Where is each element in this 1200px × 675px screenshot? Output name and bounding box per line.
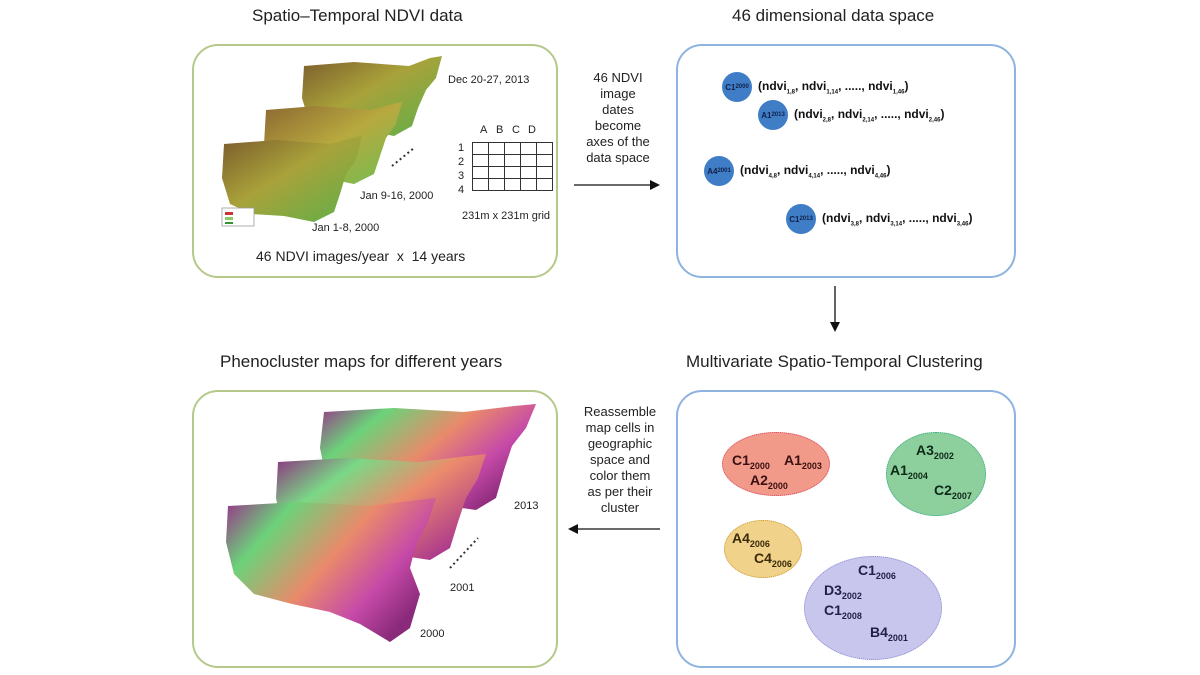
phenocluster-map-2000 <box>226 498 436 642</box>
map-year-2000: 2000 <box>420 628 445 640</box>
grid-col-d: D <box>528 124 536 136</box>
grid-row-1: 1 <box>458 142 465 154</box>
cluster-red <box>722 432 830 496</box>
grid-col-b: B <box>496 124 504 136</box>
cluster-purple-label-1: C12006 <box>858 562 896 581</box>
ndvi-footer: 46 NDVI images/year x 14 years <box>256 248 466 264</box>
grid-row-2: 2 <box>458 156 465 168</box>
data-point-row: A1 2013 (ndvi2,8, ndvi2,14, ....., ndvi2,… <box>758 100 944 130</box>
date-label-jan9: Jan 9-16, 2000 <box>360 190 434 202</box>
cluster-purple-label-3: C12008 <box>824 602 862 621</box>
arrow-right <box>574 180 660 190</box>
pixel-grid <box>472 142 553 191</box>
ellipsis-line <box>449 537 479 569</box>
ellipsis-line <box>391 147 415 167</box>
phenocluster-map-stack <box>226 404 536 642</box>
grid-col-a: A <box>480 124 488 136</box>
date-label-jan1: Jan 1-8, 2000 <box>312 222 380 234</box>
map-year-2013: 2013 <box>514 500 539 512</box>
cluster-purple <box>804 556 942 660</box>
arrow-down <box>830 286 840 332</box>
data-point-row: C1 2013 (ndvi3,8, ndvi3,14, ....., ndvi3,… <box>786 204 972 234</box>
title-ndvi-data: Spatio–Temporal NDVI data <box>252 6 463 25</box>
cluster-green-label-1: A32002 <box>916 442 954 461</box>
data-point-dot: C1 2013 <box>786 204 816 234</box>
date-label-2013: Dec 20-27, 2013 <box>448 74 530 86</box>
data-point-dot: A4 2001 <box>704 156 734 186</box>
grid-row-4: 4 <box>458 184 465 196</box>
title-clustering: Multivariate Spatio-Temporal Clustering <box>686 352 983 371</box>
grid-col-c: C <box>512 124 520 136</box>
cluster-purple-label-2: D32002 <box>824 582 862 601</box>
cluster-yellow-label-1: A42006 <box>732 530 770 549</box>
grid-caption: 231m x 231m grid <box>462 210 551 222</box>
data-point-dot: C1 2000 <box>722 72 752 102</box>
ndvi-map-stack <box>221 56 442 227</box>
cluster-red-label-1: C12000 <box>732 452 770 471</box>
cluster-red-label-2: A12003 <box>784 452 822 471</box>
arrow-right-caption: 46 NDVI image dates become axes of the d… <box>586 70 650 165</box>
cluster-yellow-label-2: C42006 <box>754 550 792 569</box>
map-year-2001: 2001 <box>450 582 475 594</box>
ndvi-data-panel: Dec 20-27, 2013 Jan 9-16, 2000 Jan 1-8, … <box>192 44 558 278</box>
arrow-left-caption: Reassemble map cells in geographic space… <box>583 404 657 515</box>
cluster-red-label-3: A22000 <box>750 472 788 491</box>
arrow-left <box>568 524 660 534</box>
cluster-green-label-3: C22007 <box>934 482 972 501</box>
data-point-row: A4 2001 (ndvi4,8, ndvi4,14, ....., ndvi4,… <box>704 156 890 186</box>
phenocluster-panel: 2013 2001 2000 <box>192 390 558 668</box>
cluster-purple-label-4: B42001 <box>870 624 908 643</box>
cluster-yellow <box>724 520 802 578</box>
cluster-green-label-2: A12004 <box>890 462 928 481</box>
ndvi-map-bottom <box>222 136 362 222</box>
title-phenocluster-maps: Phenocluster maps for different years <box>220 352 503 371</box>
grid-row-3: 3 <box>458 170 465 182</box>
data-point-dot: A1 2013 <box>758 100 788 130</box>
data-point-row: C1 2000 (ndvi1,8, ndvi1,14, ....., ndvi1,… <box>722 72 908 102</box>
title-data-space: 46 dimensional data space <box>732 6 935 25</box>
cluster-green <box>886 432 986 516</box>
